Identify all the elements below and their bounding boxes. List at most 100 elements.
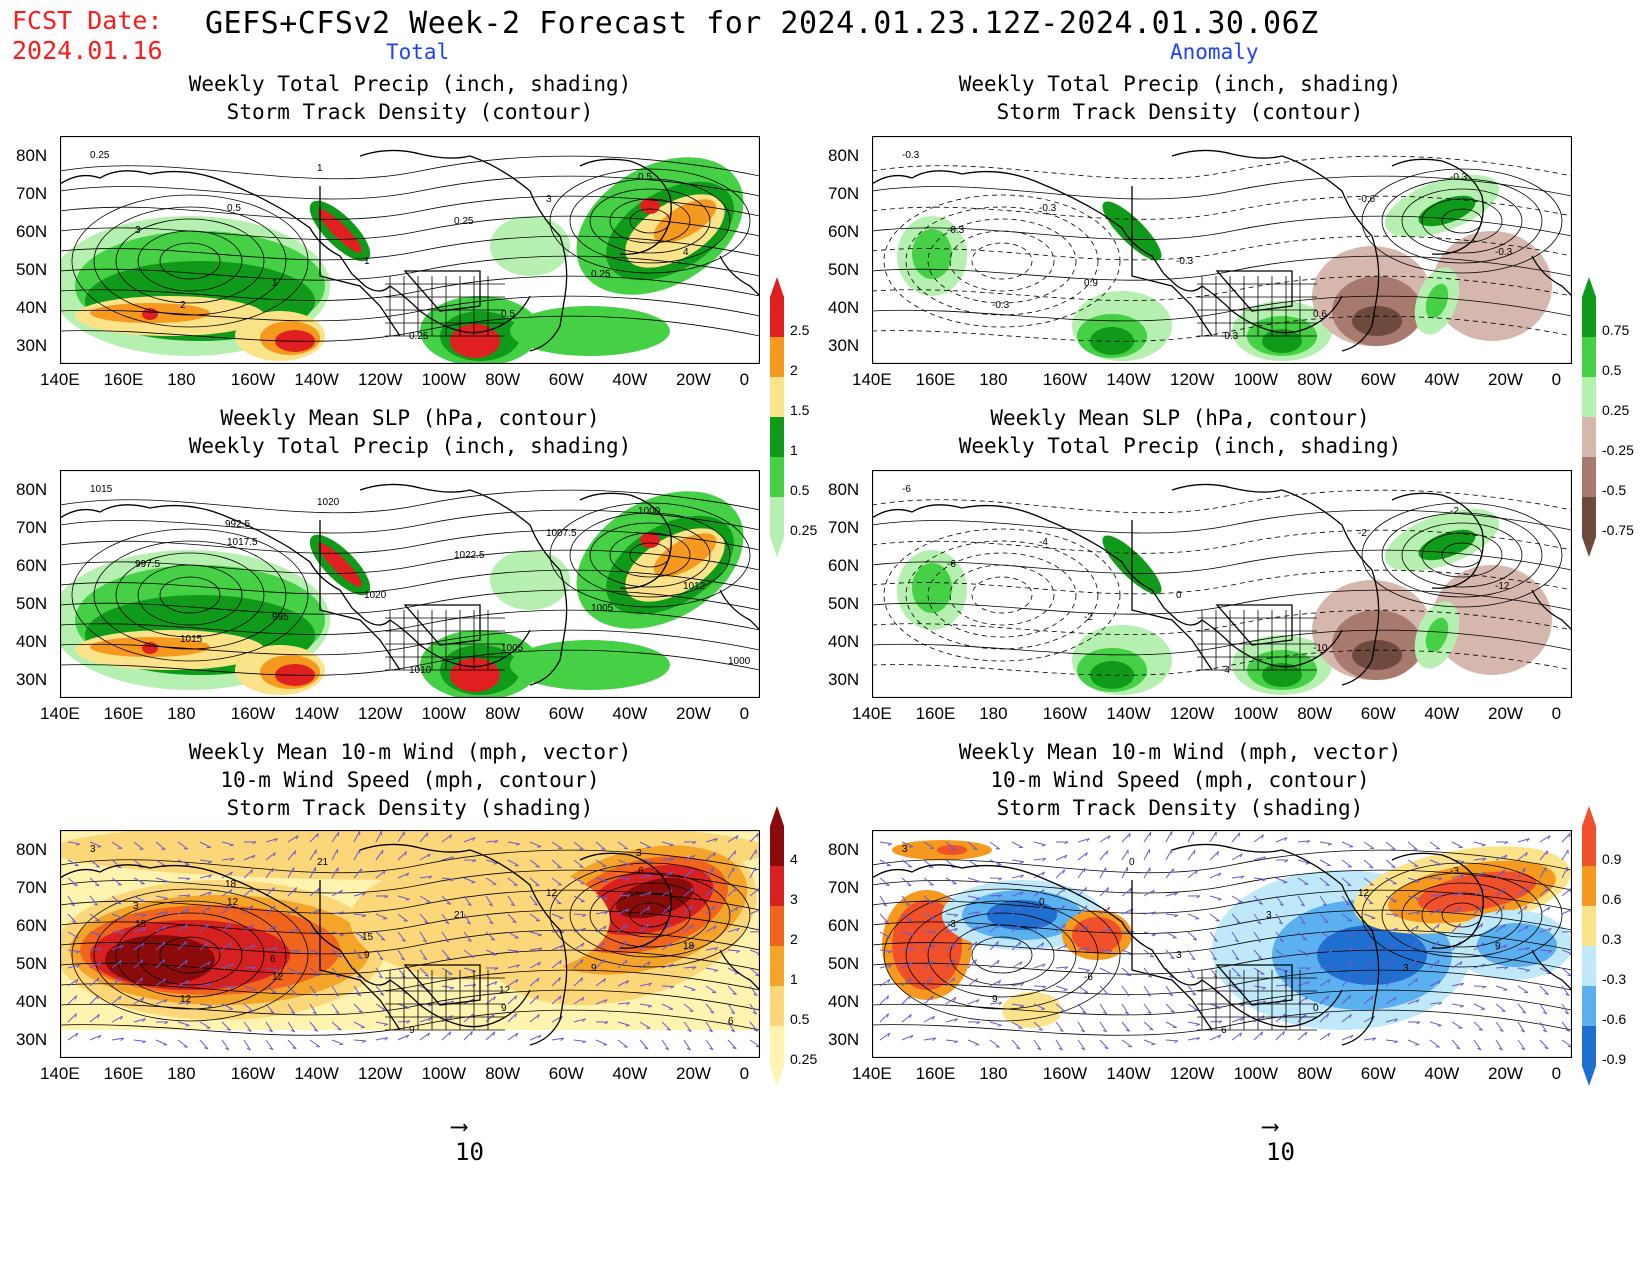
colorbar-segment	[770, 497, 784, 537]
wind-vector-head	[1040, 905, 1044, 910]
wind-vector-head	[557, 902, 562, 905]
wind-vector	[177, 908, 190, 915]
contour-label: 1	[317, 163, 323, 174]
wind-vector	[683, 1021, 692, 1032]
wind-vector	[67, 841, 80, 845]
wind-vector	[309, 985, 318, 996]
wind-vector	[1011, 891, 1024, 897]
wind-vector	[375, 870, 386, 879]
wind-vector-head	[882, 903, 887, 907]
wind-vector	[309, 833, 319, 843]
colorbar-graphic: 0.90.60.3-0.3-0.6-0.9	[1582, 806, 1626, 1086]
contour-label: 3	[1176, 950, 1182, 961]
wind-vector-head	[1328, 964, 1332, 968]
wind-vector-head	[76, 951, 81, 954]
wind-vector	[1473, 871, 1485, 879]
wind-vector-head	[1521, 1011, 1526, 1014]
coastline	[403, 964, 481, 1006]
wind-vector	[1385, 959, 1395, 969]
wind-vector-head	[273, 852, 276, 857]
contour-label: 0.5	[227, 203, 241, 214]
contour-label: 12	[272, 972, 284, 983]
wind-vector	[1341, 961, 1353, 969]
wind-vector-head	[493, 996, 496, 1001]
contour-line	[1421, 198, 1503, 244]
wind-vector	[1495, 854, 1508, 861]
wind-vector	[945, 1018, 958, 1023]
wind-vector	[507, 995, 517, 1005]
wind-vector-head	[1498, 1047, 1503, 1051]
wind-vector-head	[1129, 888, 1132, 893]
wind-vector-head	[208, 891, 212, 896]
wind-vector	[1187, 913, 1200, 920]
wind-vector-head	[1195, 1023, 1200, 1027]
lon-tick-label: 120W	[1170, 1064, 1215, 1083]
wind-vector	[1341, 913, 1353, 922]
wind-vector	[617, 959, 628, 969]
precip-anomaly-area	[1432, 565, 1552, 675]
wind-vector-head	[603, 897, 608, 901]
wind-vector	[901, 859, 912, 868]
wind-vector-head	[1324, 921, 1329, 924]
contour-label: -0.3	[1495, 247, 1513, 258]
colorbar-cap	[770, 806, 784, 826]
colorbar-label: 0.3	[1602, 931, 1622, 947]
contour-line	[60, 489, 760, 514]
colorbar-segment	[770, 1026, 784, 1066]
wind-vector-head	[953, 997, 957, 1002]
wind-vector-head	[1437, 924, 1440, 929]
wind-vector-head	[1018, 941, 1022, 946]
contour-line	[60, 889, 760, 914]
lat-tick-label: 70N	[828, 878, 860, 897]
wind-vector	[639, 891, 652, 897]
wind-vector-head	[998, 1002, 1003, 1006]
wind-vector-head	[118, 977, 121, 982]
wind-vector	[111, 877, 122, 886]
wind-vector	[1385, 913, 1398, 916]
wind-vector	[309, 1039, 321, 1048]
lon-tick-label: 60W	[548, 1064, 584, 1083]
wind-vector	[1561, 849, 1569, 861]
colorbar-segment	[770, 337, 784, 377]
wind-vector	[683, 869, 693, 879]
wind-vector-head	[119, 995, 122, 1000]
wind-vector	[309, 867, 316, 879]
wind-vector	[1011, 923, 1021, 933]
wind-vector-head	[752, 1011, 757, 1015]
wind-vector	[879, 913, 889, 924]
wind-vector-head	[229, 844, 234, 847]
wind-vector	[375, 967, 383, 979]
wind-vector-head	[1240, 1017, 1244, 1022]
wind-vector	[199, 891, 212, 897]
contour-label: -12	[1495, 581, 1510, 592]
wind-vector-head	[446, 902, 451, 905]
wind-vector-head	[1216, 851, 1219, 856]
wind-vector	[419, 832, 429, 843]
lat-tick-label: 50N	[16, 260, 48, 279]
wind-vector	[375, 949, 384, 961]
wind-vector	[967, 999, 980, 1005]
wind-vector-head	[1521, 1047, 1526, 1051]
map-panel-p2: -0.3 -0.3 -0.3 0.6 -0.3 -0.3 0.9 -0.3 -0.6 -0.3 -0…	[872, 136, 1572, 364]
wind-vector-head	[713, 905, 716, 910]
wind-vector-head	[274, 838, 278, 842]
lon-tick-label: 100W	[1233, 704, 1279, 723]
lat-tick-label: 80N	[16, 480, 48, 499]
wind-vector-head	[603, 925, 607, 930]
wind-vector	[1055, 1003, 1066, 1012]
contour-line	[1421, 532, 1503, 578]
colorbar-label: -0.3	[1602, 971, 1626, 987]
lon-tick-label: 120W	[358, 370, 403, 389]
lon-tick-label: 0	[1551, 1064, 1562, 1083]
contour-label: 0.25	[90, 150, 110, 161]
wind-vector	[1209, 851, 1219, 861]
wind-vector-head	[997, 959, 1000, 965]
colorbar-cap	[1582, 1066, 1596, 1086]
wind-vector	[683, 944, 696, 951]
wind-vector	[683, 966, 697, 969]
wind-vector-head	[466, 921, 471, 925]
wind-vector	[1077, 985, 1089, 993]
wind-vector-head	[1306, 967, 1311, 971]
wind-vector-head	[1413, 848, 1418, 851]
contour-line	[137, 564, 243, 626]
